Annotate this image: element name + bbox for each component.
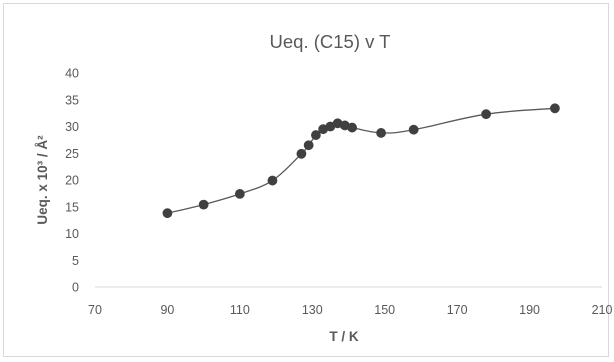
x-tick-label: 70 — [88, 303, 102, 317]
data-point — [234, 189, 245, 199]
y-tick-label: 15 — [65, 200, 79, 214]
x-tick-label: 90 — [160, 303, 174, 317]
y-tick-label: 40 — [65, 67, 79, 81]
chart-title: Ueq. (C15) v T — [270, 31, 391, 52]
data-point — [311, 130, 321, 140]
x-tick-label: 170 — [447, 303, 468, 317]
data-point — [481, 109, 492, 120]
data-point — [303, 140, 314, 151]
x-tick-label: 130 — [302, 303, 323, 317]
data-points — [162, 103, 560, 219]
y-tick-label: 0 — [72, 281, 79, 295]
x-tick-label: 210 — [592, 303, 613, 317]
data-point — [408, 124, 419, 135]
series-line — [167, 107, 555, 214]
x-tick-label: 110 — [230, 303, 250, 317]
y-tick-label: 30 — [65, 120, 79, 134]
x-axis-title: T / K — [329, 329, 358, 344]
chart-frame — [3, 3, 609, 357]
x-tick-label: 150 — [374, 303, 395, 317]
data-point — [267, 175, 278, 186]
y-tick-label: 20 — [65, 174, 79, 188]
x-axis-ticks: 70 90 110 130 150 170 190 210 — [88, 303, 612, 317]
data-point — [162, 208, 173, 219]
data-point — [347, 122, 358, 133]
data-point — [198, 199, 209, 210]
y-axis-title: Ueq. x 10³ / Å² — [35, 135, 50, 225]
y-tick-label: 10 — [65, 227, 79, 241]
y-tick-label: 35 — [65, 93, 79, 107]
y-tick-label: 5 — [72, 254, 79, 268]
y-tick-label: 25 — [65, 147, 79, 161]
y-axis-ticks: 0 5 10 15 20 25 30 35 40 — [65, 67, 79, 295]
data-point — [296, 148, 307, 159]
data-point — [550, 103, 560, 114]
x-tick-label: 190 — [519, 303, 540, 317]
data-point — [376, 128, 386, 138]
